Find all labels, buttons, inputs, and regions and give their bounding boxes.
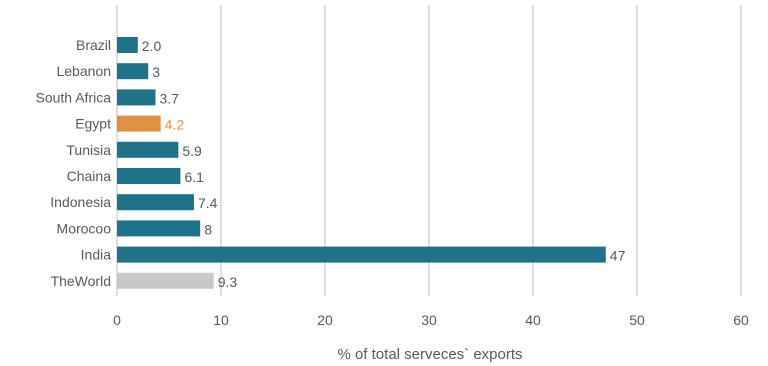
- bar: [117, 272, 214, 289]
- bars: [117, 37, 606, 289]
- data-label: 3.7: [159, 90, 179, 106]
- category-label: South Africa: [36, 89, 112, 105]
- category-label: Tunisia: [66, 142, 111, 158]
- data-label: 9.3: [218, 274, 238, 290]
- x-tick-label: 10: [213, 312, 229, 328]
- data-label: 6.1: [184, 169, 204, 185]
- bar: [117, 220, 201, 237]
- bar: [117, 89, 156, 106]
- bar: [117, 194, 194, 211]
- category-label: TheWorld: [51, 273, 111, 289]
- category-label: Egypt: [75, 116, 111, 132]
- bar: [117, 37, 138, 53]
- data-label: 2.0: [142, 38, 162, 54]
- category-label: Morocoo: [57, 220, 112, 236]
- category-label: Indonesia: [50, 194, 111, 210]
- x-tick-label: 20: [317, 312, 333, 328]
- x-tick-label: 40: [525, 312, 541, 328]
- data-label: 7.4: [198, 195, 218, 211]
- x-tick-label: 30: [421, 312, 437, 328]
- bar: [117, 168, 181, 184]
- bar: [117, 115, 161, 132]
- category-label: India: [81, 247, 112, 263]
- data-label: 47: [610, 248, 626, 264]
- x-tick-label: 50: [629, 312, 645, 328]
- data-labels: 2.0 3 3.7 4.2 5.9 6.1 7.4 8 47 9.3: [142, 38, 626, 290]
- x-tick-labels: 0 10 20 30 40 50 60: [113, 312, 749, 328]
- category-label: Lebanon: [56, 63, 111, 79]
- category-label: Chaina: [67, 168, 112, 184]
- x-tick-label: 60: [733, 312, 749, 328]
- category-labels: Brazil Lebanon South Africa Egypt Tunisia Cha…: [36, 37, 112, 289]
- bar: [117, 63, 149, 80]
- data-label: 3: [152, 64, 160, 80]
- data-label: 4.2: [165, 117, 185, 133]
- bar: [117, 246, 606, 263]
- x-axis-title: % of total serveces` exports: [337, 346, 522, 363]
- category-label: Brazil: [76, 37, 111, 53]
- x-tick-label: 0: [113, 312, 121, 328]
- data-label: 8: [204, 221, 212, 237]
- bar: [117, 141, 179, 158]
- data-label: 5.9: [182, 143, 202, 159]
- gridlines: [116, 5, 742, 296]
